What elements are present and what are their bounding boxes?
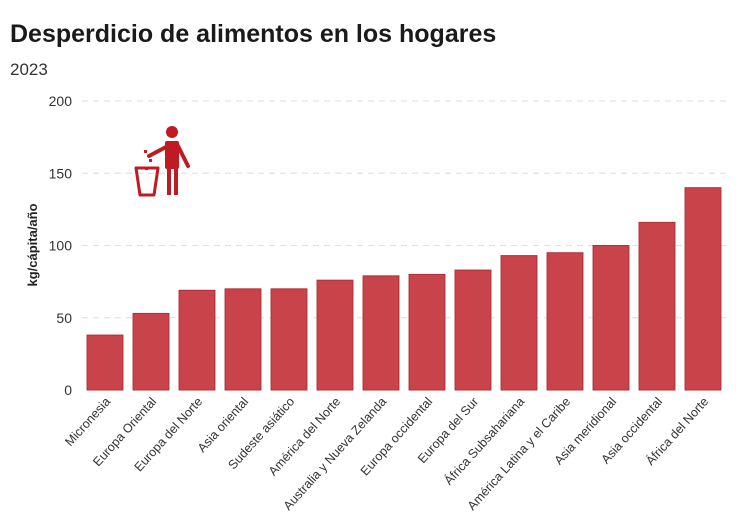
bar — [270, 288, 308, 391]
bar — [224, 288, 262, 391]
bars — [86, 187, 722, 391]
y-tick-label: 0 — [64, 382, 72, 398]
bar — [546, 252, 584, 391]
bar — [362, 275, 400, 391]
chart-title: Desperdicio de alimentos en los hogares — [10, 20, 497, 48]
y-tick-label: 200 — [49, 93, 73, 109]
y-tick-label: 100 — [49, 238, 73, 254]
chart-subtitle: 2023 — [10, 60, 48, 79]
grid-lines — [82, 100, 726, 319]
y-tick-label: 50 — [56, 310, 72, 326]
x-tick-label: África Subsahariana — [441, 394, 528, 488]
y-tick-label: 150 — [49, 165, 73, 181]
y-axis-ticks: 0 50 100 150 200 — [49, 93, 73, 398]
bar — [454, 269, 492, 391]
person-trash-can-icon — [134, 126, 190, 197]
bar — [684, 187, 722, 391]
bar — [638, 221, 676, 391]
bar — [408, 273, 446, 391]
y-axis-label: kg/cápita/año — [25, 203, 40, 286]
x-tick-label: Micronesia — [62, 395, 113, 449]
bar — [132, 312, 170, 391]
bar — [500, 255, 538, 391]
bar — [178, 289, 216, 391]
bar — [86, 334, 124, 391]
bar — [316, 279, 354, 391]
bar — [592, 245, 630, 391]
